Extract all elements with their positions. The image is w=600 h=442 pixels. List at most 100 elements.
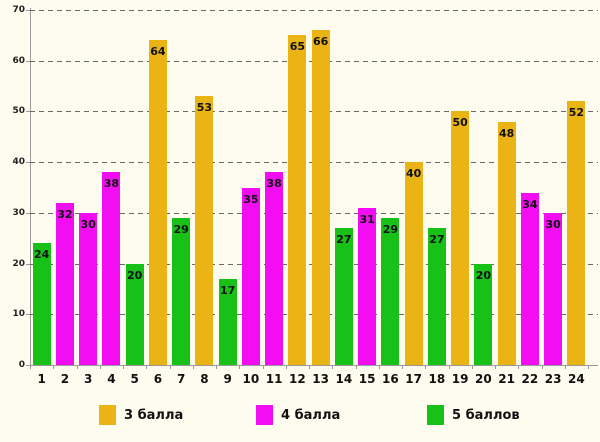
x-tick-label: 21: [498, 372, 515, 386]
y-axis: [30, 8, 31, 366]
legend-swatch-3-balla: [99, 405, 116, 425]
x-tick-mark: [239, 365, 241, 369]
x-tick-label: 9: [223, 372, 232, 386]
x-tick-mark: [425, 365, 427, 369]
x-tick-mark: [471, 365, 473, 369]
bar-value-label: 38: [103, 177, 120, 191]
bar: 17: [218, 278, 237, 365]
bar-value-label: 48: [498, 126, 515, 140]
x-tick-label: 12: [289, 372, 306, 386]
x-tick-mark: [332, 365, 334, 369]
bar: 35: [241, 187, 260, 365]
bar: 31: [358, 207, 377, 365]
x-tick-label: 24: [568, 372, 585, 386]
bar: 30: [79, 212, 98, 365]
legend: 3 балла 4 балла 5 баллов: [0, 403, 600, 429]
bar-value-label: 30: [545, 217, 561, 231]
gridline: [30, 10, 598, 11]
bar-value-label: 50: [452, 116, 468, 130]
y-tick-label: 40: [12, 157, 25, 168]
x-tick-mark: [76, 365, 78, 369]
legend-item-5-ballov: 5 баллов: [427, 403, 520, 427]
legend-label-3-balla: 3 балла: [124, 407, 184, 423]
bar: 65: [288, 35, 307, 365]
x-tick-mark: [495, 365, 496, 369]
x-tick-mark: [541, 365, 543, 369]
x-tick-label: 3: [83, 372, 93, 386]
y-tick-label: 20: [12, 258, 25, 269]
bar-value-label: 29: [173, 222, 189, 236]
bar: 20: [474, 263, 493, 365]
legend-swatch-4-balla: [256, 405, 273, 425]
x-tick-mark: [285, 365, 287, 369]
bar: 38: [102, 172, 121, 365]
x-axis: [26, 365, 598, 366]
bar-value-label: 64: [150, 45, 166, 59]
bar: 24: [32, 243, 51, 365]
y-tick-mark: [26, 314, 30, 316]
legend-label-4-balla: 4 балла: [281, 407, 341, 423]
bar-value-label: 20: [126, 268, 143, 282]
x-tick-label: 2: [60, 372, 70, 386]
x-tick-mark: [448, 365, 450, 369]
x-tick-label: 8: [200, 372, 209, 386]
x-tick-label: 15: [358, 372, 376, 386]
x-tick-mark: [99, 365, 101, 369]
bar-value-label: 40: [405, 167, 422, 181]
x-tick-label: 4: [107, 372, 116, 386]
x-tick-mark: [588, 365, 589, 369]
bar: 38: [265, 172, 284, 365]
x-tick-mark: [309, 365, 310, 369]
bar: 64: [148, 40, 167, 365]
x-tick-label: 16: [382, 372, 399, 386]
x-tick-mark: [402, 365, 403, 369]
bar: 29: [172, 217, 191, 365]
bar-value-label: 34: [522, 197, 538, 211]
bar: 48: [497, 121, 516, 365]
bar-value-label: 31: [359, 212, 375, 226]
y-tick-mark: [26, 263, 30, 265]
bar-value-label: 32: [57, 207, 73, 221]
y-tick-mark: [26, 10, 30, 11]
x-tick-label: 7: [176, 372, 186, 386]
x-tick-label: 17: [405, 372, 422, 386]
y-tick-mark: [26, 212, 30, 214]
x-tick-label: 18: [428, 372, 446, 386]
x-tick-mark: [53, 365, 55, 369]
x-tick-label: 6: [153, 372, 163, 386]
x-tick-label: 13: [312, 372, 329, 386]
x-tick-label: 5: [130, 372, 139, 386]
bar-value-label: 53: [196, 101, 213, 115]
y-tick-mark: [26, 111, 30, 113]
bar: 30: [544, 212, 563, 365]
x-tick-label: 19: [451, 372, 469, 386]
bar-value-label: 66: [312, 35, 329, 49]
x-tick-label: 22: [521, 372, 539, 386]
bar: 29: [381, 217, 400, 365]
x-tick-mark: [169, 365, 171, 369]
bar: 66: [311, 30, 330, 365]
y-tick-mark: [26, 162, 30, 164]
bar-value-label: 38: [266, 177, 282, 191]
y-tick-label: 10: [12, 309, 25, 320]
bar-value-label: 20: [475, 268, 492, 282]
y-tick-label: 0: [18, 360, 25, 370]
x-tick-label: 11: [265, 372, 283, 386]
x-tick-mark: [564, 365, 566, 369]
x-tick-mark: [146, 365, 148, 369]
x-tick-label: 10: [242, 372, 260, 386]
bar-value-label: 65: [289, 40, 306, 54]
x-tick-label: 1: [37, 372, 46, 386]
y-tick-label: 50: [12, 106, 25, 117]
y-tick-label: 70: [12, 5, 25, 15]
bar-value-label: 27: [336, 233, 352, 247]
bar-value-label: 29: [382, 222, 399, 236]
bar-value-label: 35: [243, 192, 259, 206]
bar-value-label: 27: [429, 233, 445, 247]
bar: 34: [520, 192, 539, 365]
bar-value-label: 24: [33, 248, 50, 262]
bar: 53: [195, 96, 214, 365]
x-tick-mark: [123, 365, 124, 369]
x-tick-mark: [30, 365, 31, 369]
x-tick-mark: [192, 365, 194, 369]
